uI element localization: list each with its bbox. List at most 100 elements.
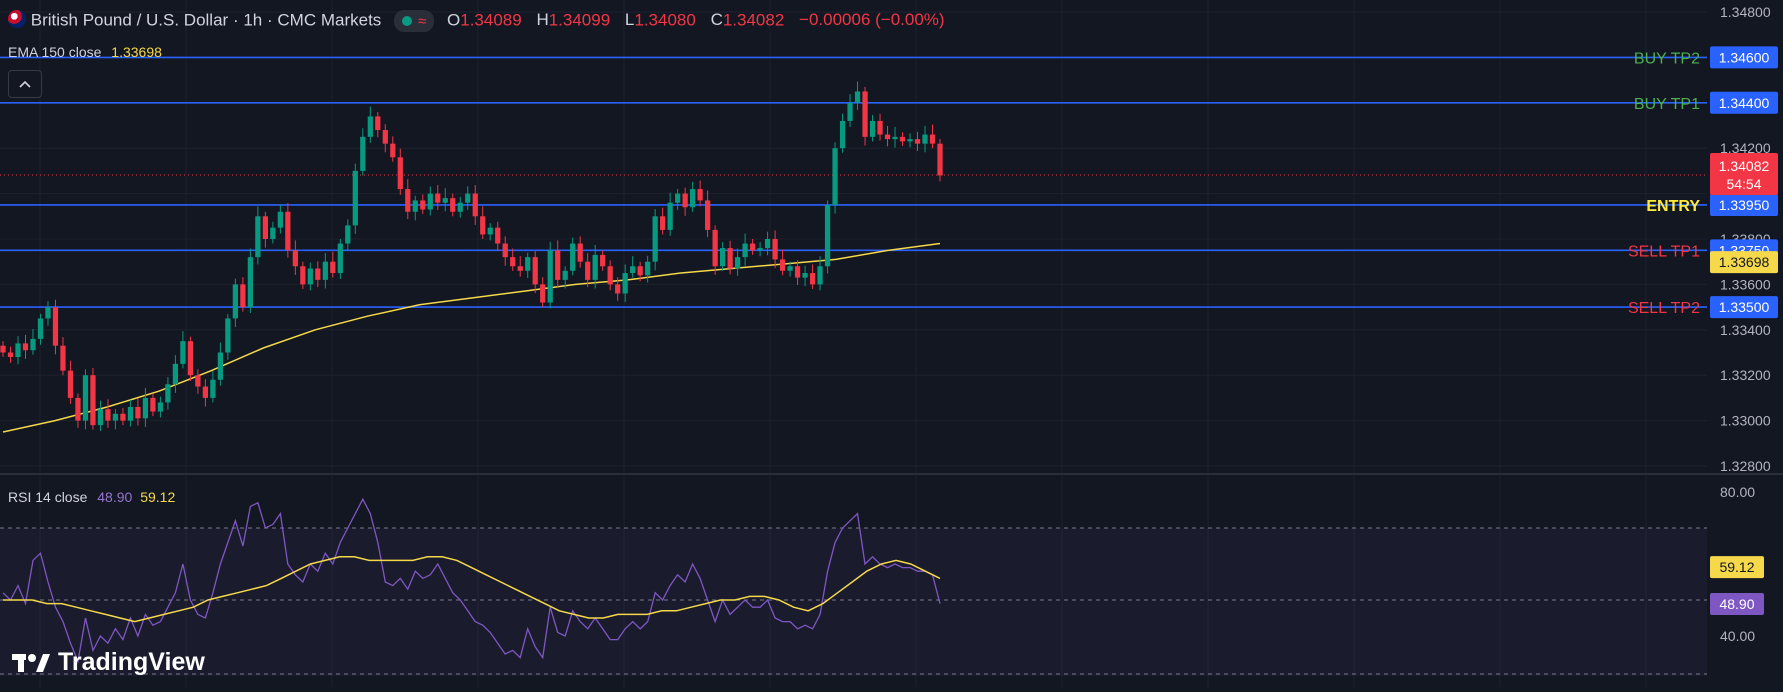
high-value: 1.34099: [548, 10, 611, 30]
candle-body: [22, 343, 29, 351]
candle-body: [652, 216, 658, 262]
candle-body: [315, 268, 321, 280]
last-price-tag: [1710, 152, 1778, 195]
candle-body: [37, 318, 44, 339]
candle-body: [390, 143, 396, 158]
candle-body: [525, 257, 531, 271]
price-tick-label: 1.33200: [1720, 367, 1771, 383]
candle-body: [90, 375, 96, 426]
candle-body: [307, 268, 313, 285]
market-status[interactable]: ≈: [394, 10, 435, 32]
rsi-tag-value: 48.90: [1719, 596, 1754, 612]
candle-body: [105, 409, 111, 421]
tradingview-logo[interactable]: TradingView: [12, 648, 205, 677]
rsi-ma-tag-value: 59.12: [1719, 559, 1754, 575]
collapse-legend-button[interactable]: [8, 70, 42, 98]
price-tick-label: 1.34800: [1720, 4, 1771, 20]
candle-body: [457, 202, 463, 212]
candle-body: [645, 261, 651, 276]
candle-body: [532, 257, 538, 285]
candle-body: [450, 198, 456, 212]
candles: [0, 81, 943, 432]
candle-body: [817, 266, 823, 285]
candle-body: [824, 204, 831, 267]
candle-body: [607, 266, 613, 285]
candle-body: [779, 259, 786, 271]
candle-body: [322, 261, 328, 280]
last-price-value: 1.34082: [1719, 158, 1770, 174]
candle-body: [660, 216, 666, 230]
candle-body: [360, 136, 366, 171]
candle-body: [30, 338, 36, 351]
interval[interactable]: 1h: [243, 10, 263, 30]
candle-body: [232, 284, 238, 319]
data-source: CMC Markets: [277, 10, 382, 30]
open-label: O: [447, 10, 461, 30]
price-tick-label: 1.32800: [1720, 458, 1771, 474]
candle-body: [397, 157, 403, 190]
candle-body: [899, 136, 906, 142]
candle-body: [7, 352, 14, 358]
candle-body: [749, 243, 756, 251]
candle-body: [195, 375, 201, 387]
rsi-polyline: [2, 497, 941, 664]
candle-body: [630, 266, 636, 274]
candle-body: [907, 139, 913, 142]
candle-body: [262, 216, 268, 239]
ema-label: EMA 150 close: [8, 44, 102, 60]
rsi-lines: [2, 497, 941, 664]
candle-body: [172, 363, 179, 385]
candle-body: [615, 284, 621, 294]
candle-body: [45, 307, 51, 319]
candle-body: [592, 254, 598, 280]
candle-body: [75, 397, 81, 421]
candle-body: [427, 193, 433, 210]
candle-body: [135, 406, 141, 419]
candle-body: [337, 243, 343, 274]
candle-body: [734, 257, 741, 269]
close-label: C: [710, 10, 723, 30]
candle-body: [120, 413, 126, 421]
level-price-value: 1.33500: [1719, 299, 1770, 315]
candle-body: [202, 386, 209, 398]
candle-body: [375, 116, 381, 131]
candle-body: [585, 261, 591, 280]
candle-body: [495, 227, 501, 244]
candle-body: [405, 189, 411, 212]
rsi-ma-polyline: [3, 556, 941, 623]
candle-body: [180, 341, 186, 364]
candle-body: [127, 406, 134, 421]
candle-body: [285, 211, 291, 251]
level-label: SELL TP1: [1628, 243, 1700, 260]
level-price-tag: [1710, 46, 1778, 69]
candle-body: [547, 250, 553, 303]
ema-legend[interactable]: EMA 150 close 1.33698: [8, 44, 162, 60]
candle-body: [577, 243, 583, 262]
candle-body: [352, 170, 358, 226]
candle-body: [420, 200, 426, 210]
rsi-legend[interactable]: RSI 14 close 48.90 59.12: [8, 489, 175, 505]
candle-body: [165, 384, 171, 403]
candle-body: [675, 193, 681, 203]
candle-body: [210, 379, 216, 398]
candle-body: [442, 198, 448, 203]
candle-body: [472, 193, 478, 217]
candle-body: [510, 257, 516, 267]
rsi-label: RSI 14 close: [8, 489, 88, 505]
symbol-name[interactable]: British Pound / U.S. Dollar: [30, 10, 229, 30]
rsi-ma-value: 59.12: [140, 489, 176, 505]
separator: ·: [267, 10, 273, 30]
flag-icon: [8, 10, 26, 29]
candle-body: [0, 345, 6, 353]
symbol-header: British Pound / U.S. Dollar · 1h · CMC M…: [8, 10, 945, 32]
level-price-value: 1.34400: [1719, 95, 1770, 111]
candle-body: [667, 202, 673, 230]
candle-body: [764, 239, 771, 249]
tradingview-icon: [12, 653, 50, 672]
candle-body: [705, 200, 711, 230]
price-tick-label: 1.33000: [1720, 413, 1771, 429]
level-price-value: 1.34600: [1719, 49, 1770, 65]
